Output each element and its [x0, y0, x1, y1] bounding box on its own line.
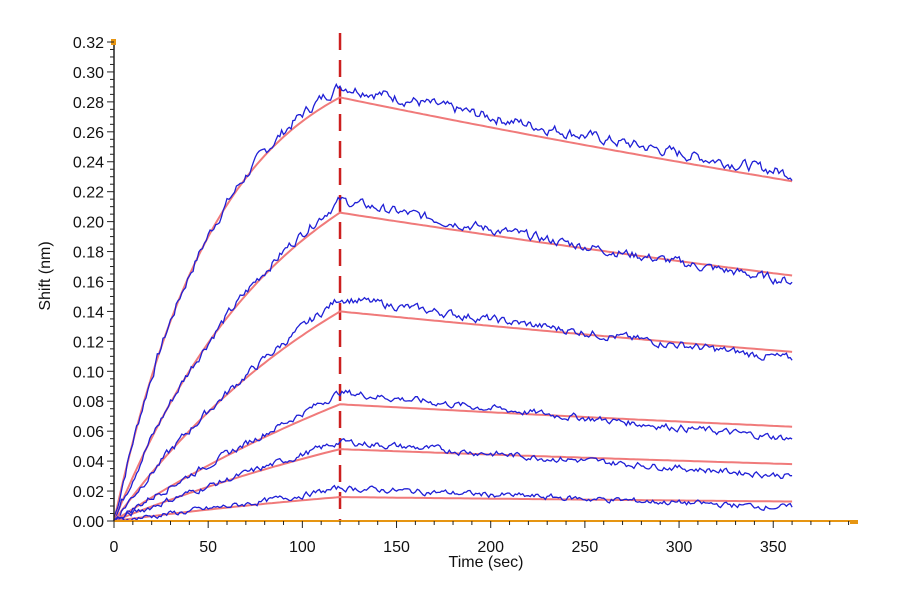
measured-trace-3 [113, 296, 793, 522]
fit-curve-4 [113, 403, 793, 522]
y-tick-label: 0.28 [73, 95, 104, 112]
y-tick-label: 0.24 [73, 155, 104, 172]
y-tick-label: 0.06 [73, 424, 104, 441]
measured-trace-5 [113, 438, 793, 522]
y-tick-label: 0.30 [73, 65, 104, 82]
measured-trace-1 [113, 82, 793, 522]
x-tick-label: 250 [572, 539, 599, 556]
x-tick-label: 300 [666, 539, 693, 556]
series-layer [113, 33, 793, 522]
x-tick-label: 350 [760, 539, 787, 556]
y-tick-label: 0.32 [73, 35, 104, 52]
x-axis-end-cap [850, 520, 858, 524]
y-tick-label: 0.04 [73, 454, 104, 471]
y-tick-label: 0.20 [73, 215, 104, 232]
y-tick-label: 0.26 [73, 125, 104, 142]
x-tick-label: 50 [199, 539, 217, 556]
fit-curve-6 [113, 495, 793, 522]
y-tick-label: 0.08 [73, 394, 104, 411]
x-tick-label: 200 [477, 539, 504, 556]
y-tick-label: 0.10 [73, 364, 104, 381]
y-tick-label: 0.12 [73, 334, 104, 351]
x-tick-label: 100 [289, 539, 316, 556]
y-tick-label: 0.22 [73, 185, 104, 202]
y-tick-label: 0.18 [73, 245, 104, 262]
x-axis-title: Time (sec) [449, 554, 524, 571]
fit-curve-2 [113, 211, 793, 522]
fit-curve-1 [113, 96, 793, 522]
measured-trace-6 [113, 484, 793, 522]
y-tick-label: 0.02 [73, 484, 104, 501]
fit-curve-3 [113, 310, 793, 522]
measured-trace-4 [113, 389, 793, 521]
axes: 0 50 100 150 200 250 300 350 0.00 0.02 0.04 0.06 0.0… [73, 35, 858, 556]
y-axis-title: Shift (nm) [37, 241, 54, 310]
y-tick-label: 0.00 [73, 514, 104, 531]
measured-trace-2 [113, 196, 793, 521]
y-tick-label: 0.14 [73, 304, 104, 321]
y-tick-label: 0.16 [73, 274, 104, 291]
x-tick-label: 150 [383, 539, 410, 556]
x-tick-label: 0 [110, 539, 119, 556]
